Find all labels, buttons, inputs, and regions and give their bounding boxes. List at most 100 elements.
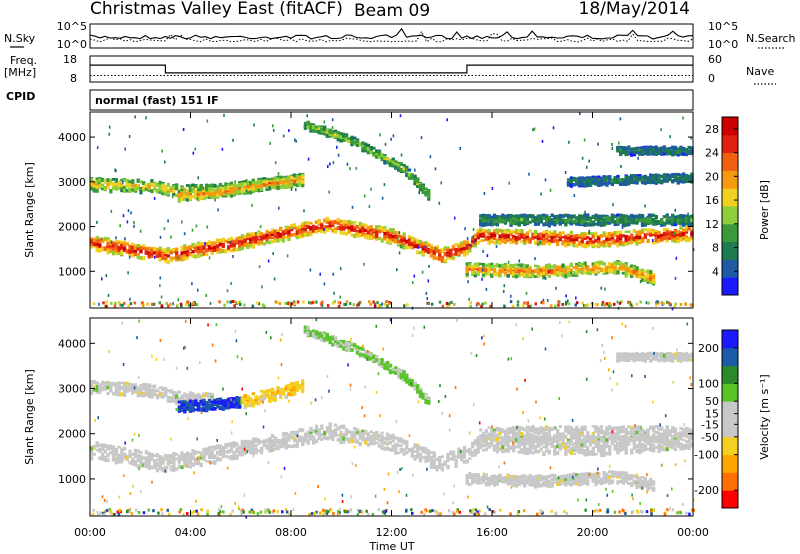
power-noise-cell <box>466 237 469 240</box>
power-cell <box>545 268 549 273</box>
power-cell <box>281 238 286 243</box>
power-cell <box>591 262 595 266</box>
power-cell <box>657 149 661 154</box>
power-cell <box>339 138 343 143</box>
power-cell <box>649 152 653 155</box>
power-cell <box>394 231 398 234</box>
power-cell <box>117 187 121 190</box>
power-cell <box>509 233 513 237</box>
power-cell <box>364 228 368 232</box>
nave-label: Nave <box>746 65 774 78</box>
power-cell <box>476 262 480 267</box>
power-cell <box>501 238 505 243</box>
power-cell <box>125 182 129 186</box>
power-cell <box>114 251 118 256</box>
power-cell <box>566 182 571 186</box>
power-cell <box>383 154 387 157</box>
power-cell <box>649 213 653 217</box>
power-cell <box>166 247 170 250</box>
power-cell <box>468 243 472 248</box>
power-cell <box>344 137 349 142</box>
power-cell <box>643 278 647 282</box>
power-cell <box>298 176 302 180</box>
power-cell <box>501 216 505 219</box>
power-cell <box>591 178 595 183</box>
power-cell <box>196 246 201 251</box>
power-cell <box>265 236 269 241</box>
power-near-range-cell <box>288 303 291 307</box>
power-cell <box>273 183 277 188</box>
colorbar-segment <box>722 170 738 189</box>
power-near-range-cell <box>158 301 162 305</box>
power-cell <box>580 263 584 268</box>
power-cell <box>207 240 212 245</box>
power-cell <box>654 237 658 242</box>
power-cell <box>651 146 656 149</box>
power-noise-cell <box>272 128 275 132</box>
power-cell <box>320 227 324 231</box>
power-near-range-cell <box>357 302 361 306</box>
power-cell <box>306 221 310 225</box>
power-near-range-cell <box>344 303 348 306</box>
power-cell <box>654 231 658 235</box>
power-cell <box>487 222 491 226</box>
power-noise-cell <box>673 232 676 235</box>
power-cell <box>402 245 406 250</box>
power-cell <box>232 187 236 192</box>
power-cell <box>646 239 650 243</box>
power-near-range-cell <box>526 302 529 306</box>
power-cell <box>588 176 593 180</box>
power-near-range-cell <box>151 302 154 306</box>
power-cell <box>166 254 170 258</box>
power-cell <box>586 266 590 271</box>
power-cell <box>566 265 571 268</box>
power-cell <box>671 174 675 179</box>
power-noise-cell <box>294 138 296 142</box>
power-cell <box>479 230 483 233</box>
power-near-range-cell <box>129 302 133 306</box>
power-near-range-cell <box>620 300 623 304</box>
power-noise-cell <box>282 134 285 138</box>
power-cell <box>399 235 403 239</box>
power-cell <box>627 175 631 179</box>
power-cell <box>640 275 645 280</box>
power-cell <box>325 128 329 132</box>
power-cell <box>262 177 266 180</box>
power-noise-cell <box>528 172 530 176</box>
power-cell <box>320 230 324 234</box>
power-cell <box>679 218 683 223</box>
cpid-label: CPID <box>6 90 35 103</box>
power-noise-cell <box>532 128 534 132</box>
power-cell <box>621 241 625 245</box>
power-noise-cell <box>214 198 216 202</box>
power-cell <box>232 183 236 187</box>
power-cell <box>654 240 658 244</box>
power-cell <box>369 227 373 231</box>
power-cell <box>150 179 154 182</box>
power-cell <box>361 234 365 237</box>
power-near-range-cell <box>133 301 136 305</box>
power-cell <box>520 235 524 239</box>
power-cell <box>407 238 412 243</box>
power-cell <box>164 252 168 257</box>
power-noise-cell <box>232 138 234 142</box>
power-noise-cell <box>206 225 209 229</box>
power-cell <box>481 216 486 220</box>
power-cell <box>284 177 288 181</box>
power-cell <box>216 186 220 190</box>
power-cell <box>161 191 165 196</box>
power-cell <box>328 223 332 228</box>
power-cell <box>616 174 620 179</box>
power-near-range-cell <box>655 303 658 307</box>
power-cell <box>218 189 223 192</box>
power-cell <box>98 178 102 183</box>
power-noise-cell <box>414 168 416 172</box>
power-cell <box>462 249 467 253</box>
power-cell <box>120 240 124 244</box>
power-cell <box>281 234 286 239</box>
power-near-range-cell <box>388 302 391 306</box>
power-colorbar-label: Power [dB] <box>758 180 771 240</box>
power-cell <box>210 192 214 197</box>
power-near-range-cell <box>141 304 145 308</box>
power-noise-cell <box>332 272 335 276</box>
